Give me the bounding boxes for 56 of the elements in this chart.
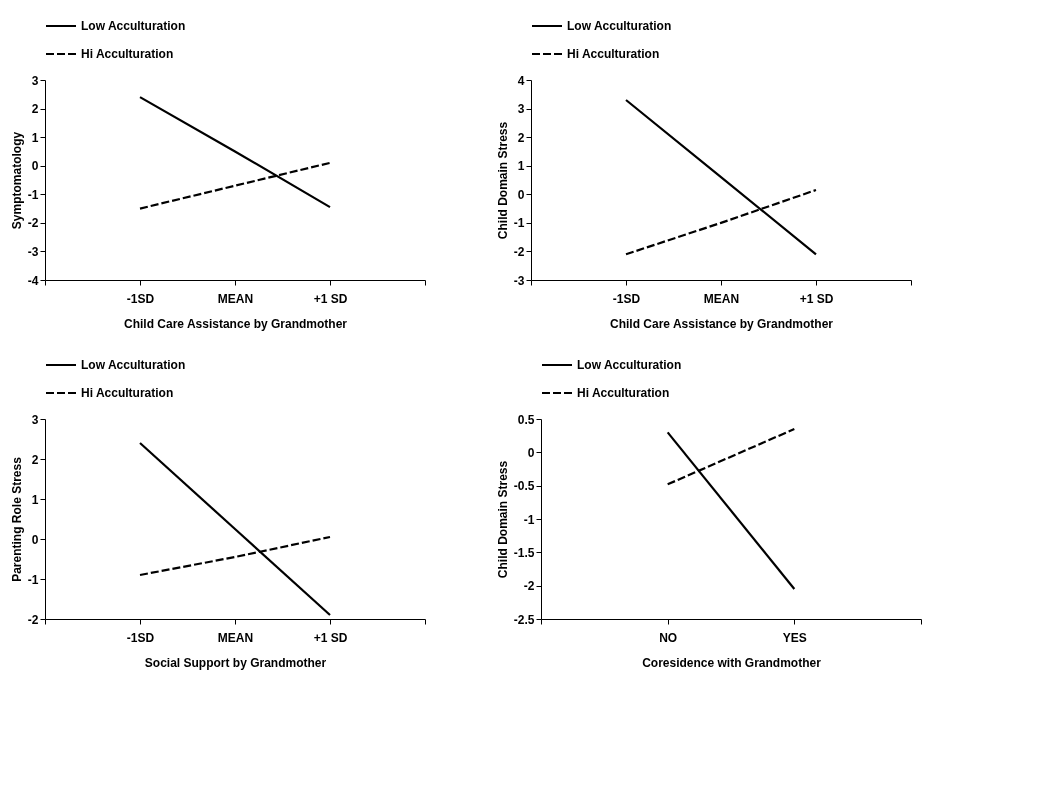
x-tick-label: -1SD [612,291,641,306]
x-tick-label: MEAN [217,291,254,306]
legend-label: Low Acculturation [81,19,186,33]
legend-label: Hi Acculturation [577,386,670,400]
y-tick-label: 3 [31,412,39,427]
legend-label: Hi Acculturation [567,47,660,61]
y-tick-label: -3 [27,244,39,259]
x-tick-label: YES [782,630,807,645]
y-tick-label: 0 [527,445,535,460]
y-axis-title: Child Domain Stress [495,121,510,240]
y-tick-label: -1 [27,187,39,202]
y-axis-title: Parenting Role Stress [9,456,24,582]
y-tick-label: -3 [513,273,525,288]
y-tick-label: -1 [523,512,535,527]
y-tick-label: 0 [31,159,39,174]
y-tick-label: -0.5 [513,479,535,494]
y-tick-label: 1 [517,159,525,174]
x-tick-label: +1 SD [313,291,348,306]
x-axis-title: Child Care Assistance by Grandmother [124,316,348,331]
y-tick-label: 1 [31,492,39,507]
x-tick-label: -1SD [126,630,155,645]
y-tick-label: 1 [31,130,39,145]
y-tick-label: -1 [27,572,39,587]
y-tick-label: 2 [31,452,39,467]
legend-label: Hi Acculturation [81,386,174,400]
y-tick-label: 2 [517,130,525,145]
y-axis-title: Symptomatology [9,131,24,230]
y-tick-label: -2 [513,244,525,259]
y-tick-label: 3 [517,102,525,117]
x-tick-label: +1 SD [313,630,348,645]
y-tick-label: 0.5 [517,412,535,427]
x-tick-label: MEAN [703,291,740,306]
legend-label: Hi Acculturation [81,47,174,61]
x-axis-title: Coresidence with Grandmother [642,655,822,670]
y-axis-title: Child Domain Stress [495,460,510,579]
y-tick-label: -4 [27,273,39,288]
y-tick-label: 3 [31,73,39,88]
x-tick-label: NO [659,630,678,645]
y-tick-label: -1.5 [513,545,535,560]
legend-label: Low Acculturation [81,358,186,372]
y-tick-label: -2 [27,216,39,231]
x-axis-title: Child Care Assistance by Grandmother [610,316,834,331]
x-tick-label: +1 SD [799,291,834,306]
y-tick-label: 0 [31,532,39,547]
y-tick-label: -2.5 [513,612,535,627]
y-tick-label: -2 [523,579,535,594]
legend-label: Low Acculturation [567,19,672,33]
y-tick-label: -1 [513,216,525,231]
x-axis-title: Social Support by Grandmother [144,655,327,670]
x-tick-label: MEAN [217,630,254,645]
y-tick-label: 0 [517,187,525,202]
y-tick-label: -2 [27,612,39,627]
y-tick-label: 4 [517,73,525,88]
legend-label: Low Acculturation [577,358,682,372]
x-tick-label: -1SD [126,291,155,306]
y-tick-label: 2 [31,102,39,117]
